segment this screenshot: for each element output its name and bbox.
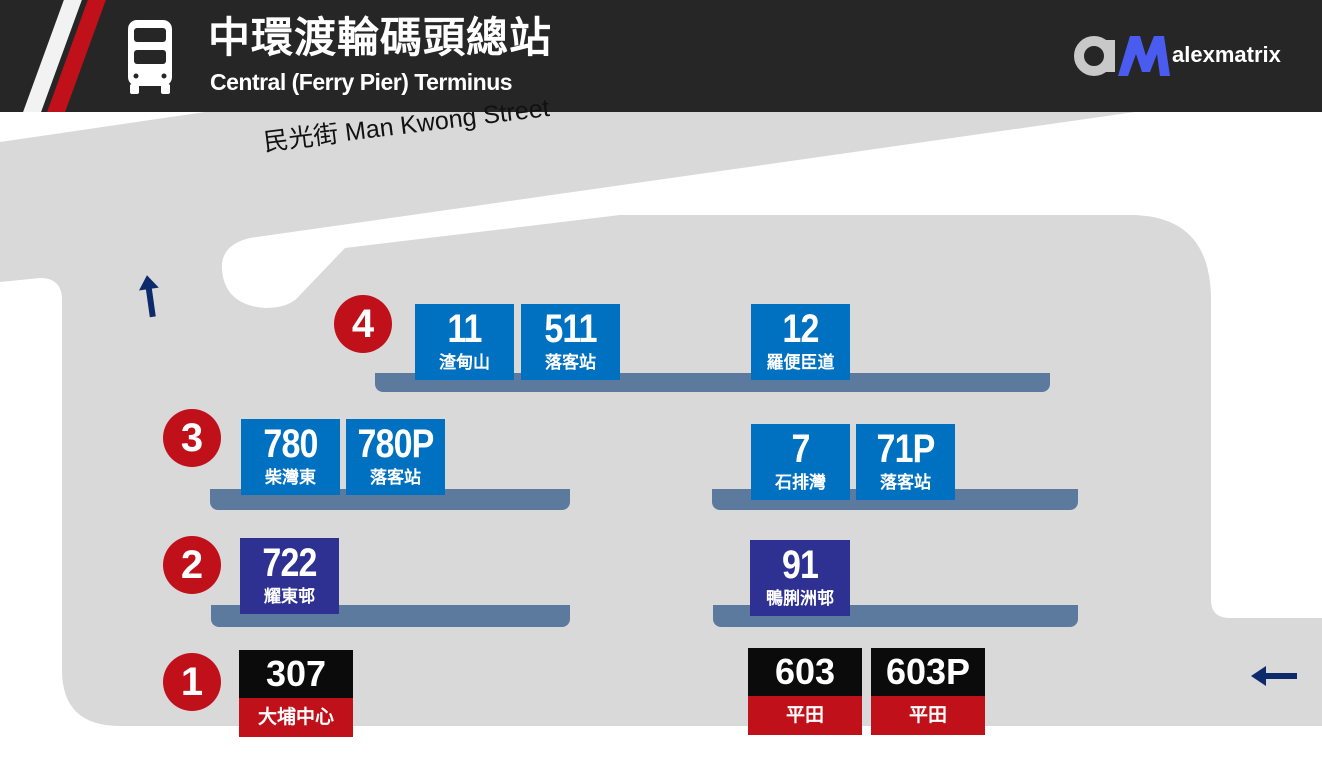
route-sign-91: 91 鴨脷洲邨 xyxy=(750,540,850,616)
route-destination: 落客站 xyxy=(370,468,421,487)
route-destination: 石排灣 xyxy=(775,473,826,492)
bay-number-4: 4 xyxy=(334,295,392,353)
route-number: 780P xyxy=(357,422,434,466)
route-destination: 落客站 xyxy=(880,473,931,492)
route-number: 91 xyxy=(781,543,819,587)
route-sign-12: 12 羅便臣道 xyxy=(751,304,850,380)
bay-number-3: 3 xyxy=(163,409,221,467)
alexmatrix-logo: alexmatrix xyxy=(1074,32,1304,78)
route-sign-722: 722 耀東邨 xyxy=(240,538,339,614)
route-sign-71p: 71P 落客站 xyxy=(856,424,955,500)
logo-mark xyxy=(1074,36,1170,76)
route-number: 12 xyxy=(782,307,819,351)
page-title-english: Central (Ferry Pier) Terminus xyxy=(210,69,513,95)
bay-number-1: 1 xyxy=(163,653,221,711)
route-destination: 羅便臣道 xyxy=(766,353,835,372)
arrow-left-icon xyxy=(1251,666,1297,686)
bay-number-2: 2 xyxy=(163,536,221,594)
route-destination: 鴨脷洲邨 xyxy=(766,589,834,608)
route-number: 603 xyxy=(748,648,862,696)
route-sign-780p: 780P 落客站 xyxy=(346,419,445,495)
route-number: 511 xyxy=(544,307,597,351)
arrow-up-icon xyxy=(138,275,159,318)
route-number: 603P xyxy=(871,648,985,696)
route-number: 71P xyxy=(876,427,936,471)
route-number: 11 xyxy=(447,307,482,351)
route-destination: 大埔中心 xyxy=(239,698,353,737)
route-destination: 落客站 xyxy=(545,353,596,372)
route-sign-307: 307 大埔中心 xyxy=(239,650,353,737)
route-destination: 平田 xyxy=(871,696,985,735)
route-number: 722 xyxy=(262,541,317,585)
route-destination: 耀東邨 xyxy=(264,587,315,606)
logo-text: alexmatrix xyxy=(1172,42,1281,67)
double-decker-bus-icon xyxy=(128,20,172,94)
page-title-chinese: 中環渡輪碼頭總站 xyxy=(208,13,553,62)
route-sign-11: 11 渣甸山 xyxy=(415,304,514,380)
route-number: 7 xyxy=(791,427,810,471)
route-number: 780 xyxy=(263,422,318,466)
route-sign-780: 780 柴灣東 xyxy=(241,419,340,495)
route-number: 307 xyxy=(239,650,353,698)
route-sign-603: 603 平田 xyxy=(748,648,862,735)
route-destination: 渣甸山 xyxy=(439,353,490,372)
route-destination: 柴灣東 xyxy=(265,468,316,487)
header-bar: 中環渡輪碼頭總站 Central (Ferry Pier) Terminus a… xyxy=(0,0,1322,112)
route-sign-603p: 603P 平田 xyxy=(871,648,985,735)
route-sign-7: 7 石排灣 xyxy=(751,424,850,500)
route-destination: 平田 xyxy=(748,696,862,735)
route-sign-511: 511 落客站 xyxy=(521,304,620,380)
